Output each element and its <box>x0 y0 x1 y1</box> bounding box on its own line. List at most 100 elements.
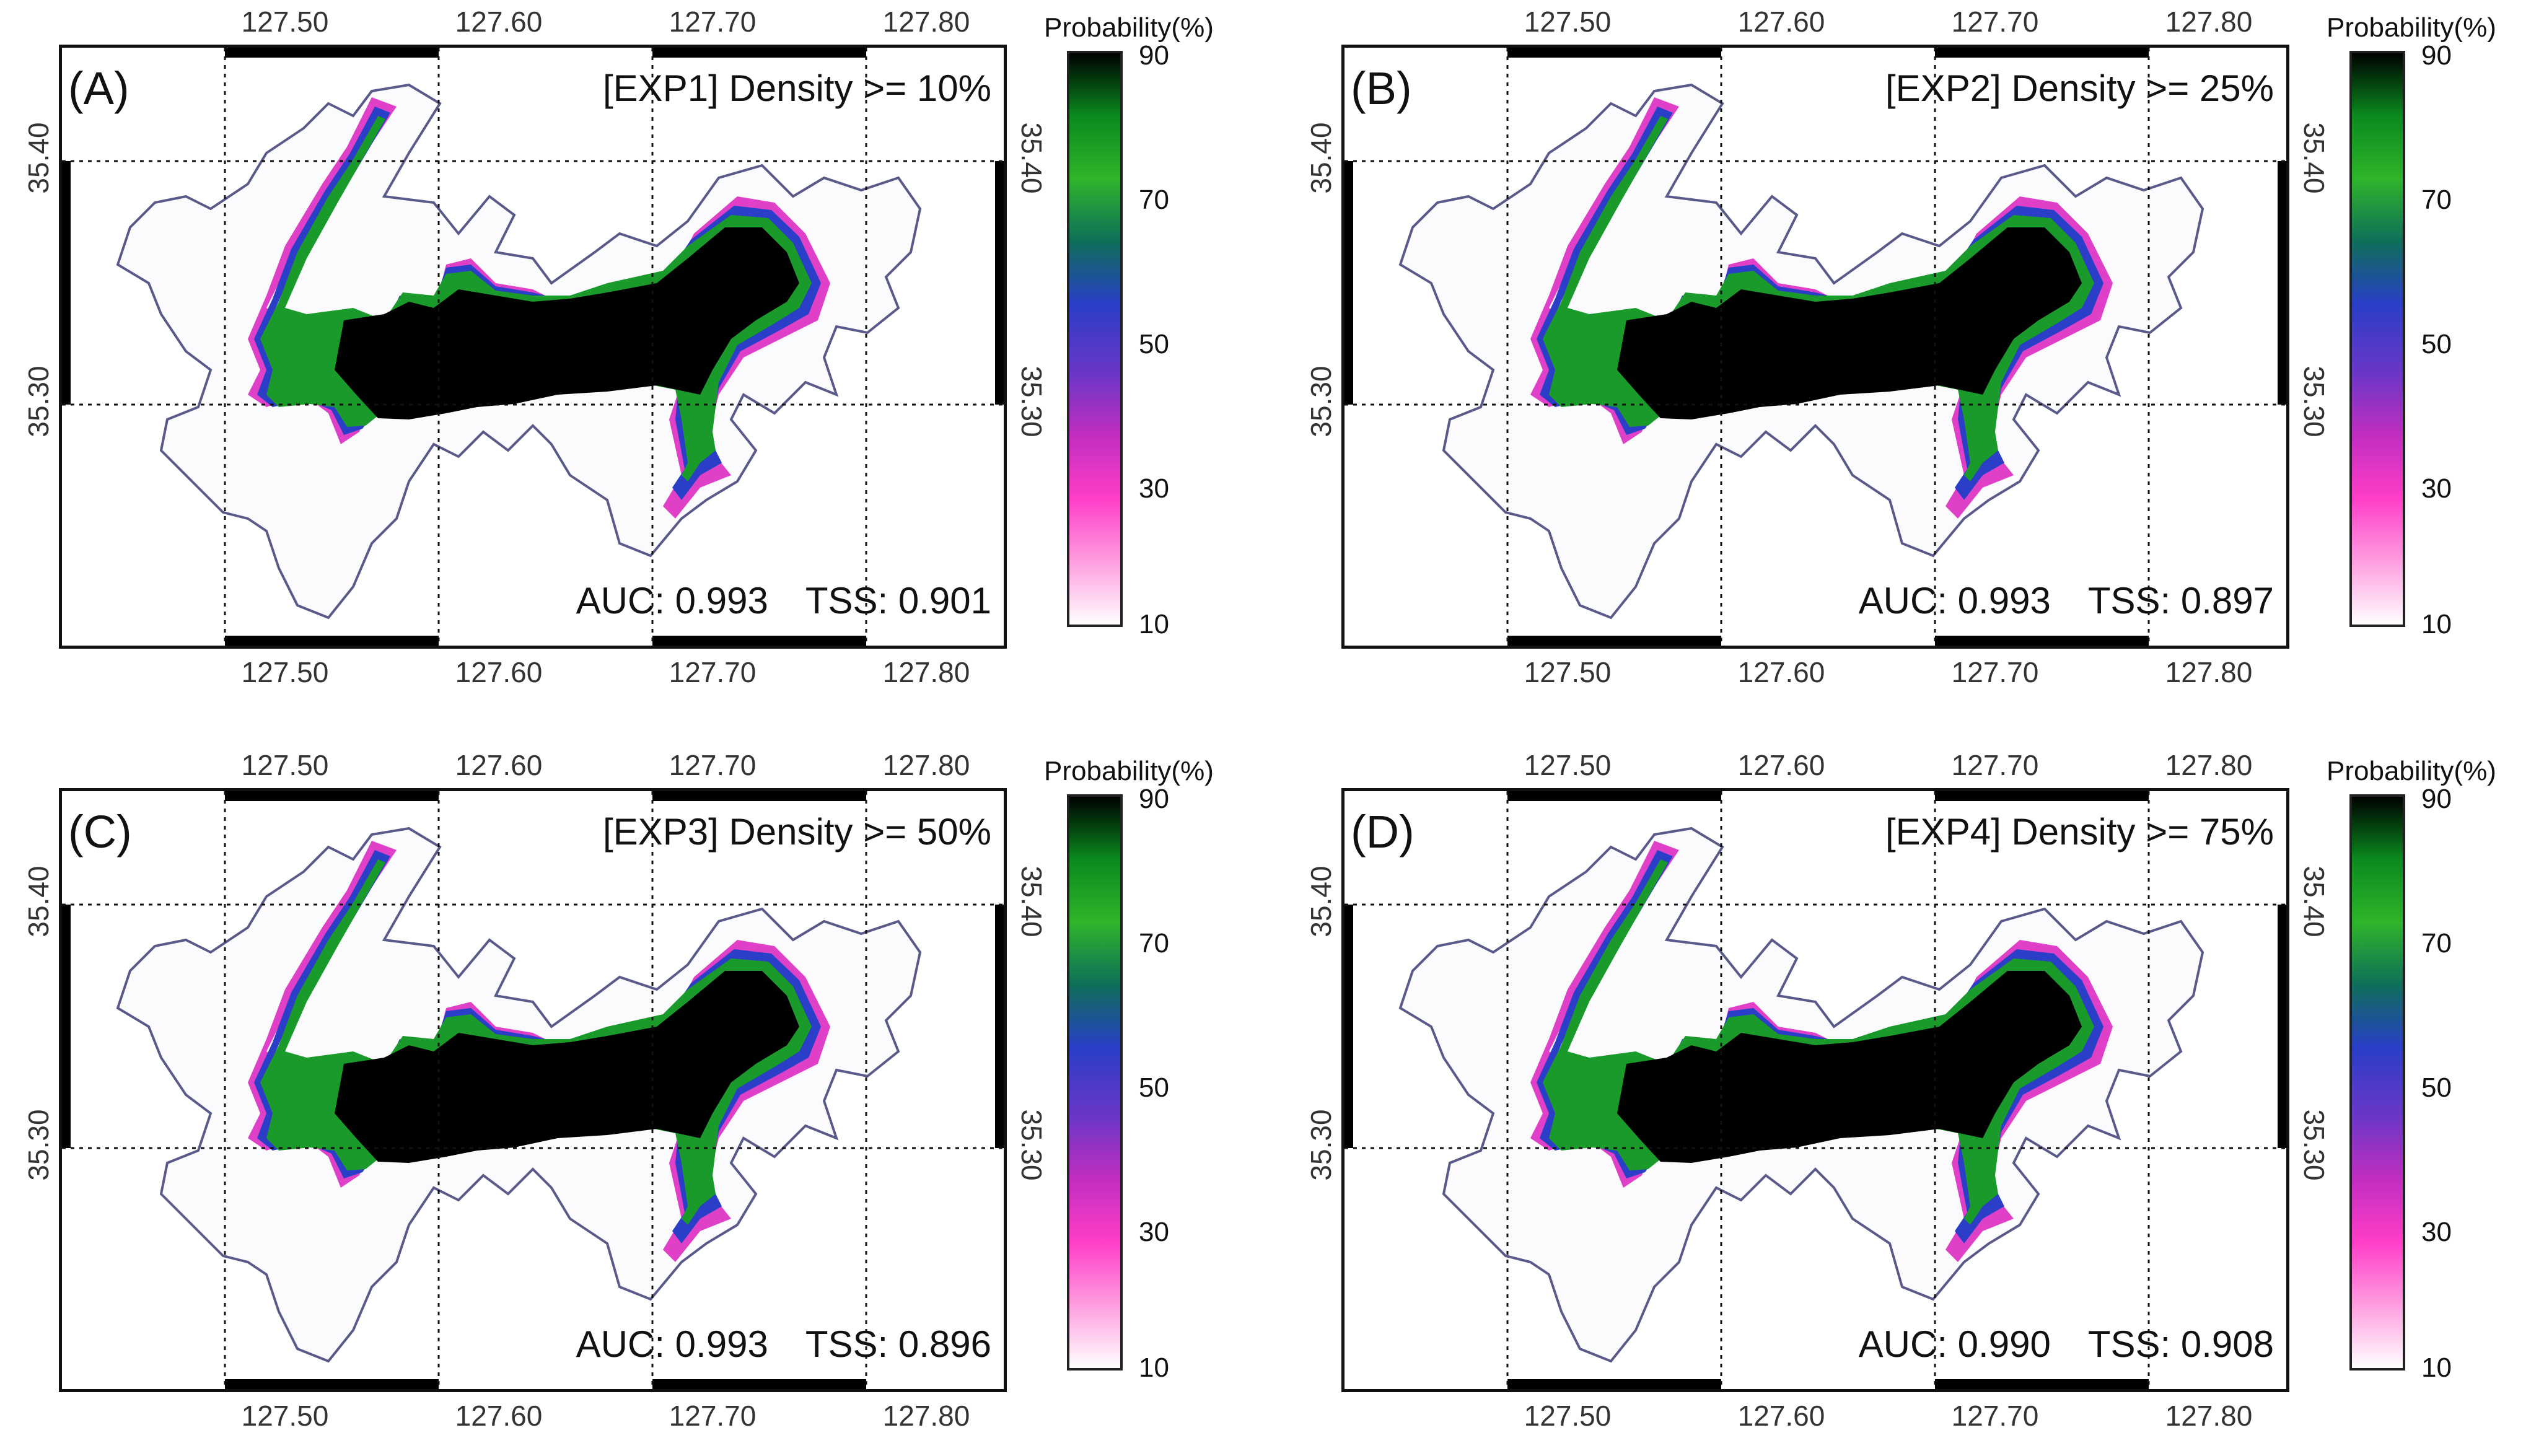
frame-bar-top <box>652 48 866 58</box>
colorbar-tick: 50 <box>1139 329 1169 359</box>
colorbar-tick: 50 <box>2421 1072 2452 1103</box>
lon-tick-bottom: 127.50 <box>241 656 329 688</box>
colorbar-tick: 70 <box>2421 185 2452 215</box>
probability-core <box>335 227 799 419</box>
lon-tick-top: 127.50 <box>241 749 329 781</box>
lon-tick-top: 127.80 <box>2165 6 2253 38</box>
frame-bar-top <box>225 48 439 58</box>
lon-tick-bottom: 127.70 <box>669 1400 757 1432</box>
lon-tick-bottom: 127.80 <box>2165 656 2253 688</box>
colorbar-tick: 10 <box>1139 1353 1169 1383</box>
lon-tick-top: 127.70 <box>1951 749 2039 781</box>
lon-tick-bottom: 127.60 <box>1737 1400 1825 1432</box>
panel-label: (B) <box>1351 63 1412 114</box>
lon-tick-top: 127.80 <box>2165 749 2253 781</box>
frame-bar-bottom <box>1507 636 1721 646</box>
frame-bar-left <box>1344 161 1353 405</box>
lon-tick-bottom: 127.60 <box>455 656 543 688</box>
tss-value: TSS: 0.897 <box>2087 580 2274 621</box>
lon-tick-bottom: 127.80 <box>2165 1400 2253 1432</box>
tss-value: TSS: 0.896 <box>805 1323 991 1365</box>
frame-bar-left <box>62 161 71 405</box>
lon-tick-top: 127.50 <box>1524 6 1612 38</box>
lat-tick-left: 35.40 <box>1305 866 1337 937</box>
map-panel-a: 127.50 127.60 127.70 127.80 127.50 127.6… <box>0 0 1264 713</box>
lat-tick-right: 35.40 <box>1015 866 1048 937</box>
lat-tick-left: 35.30 <box>1305 1109 1337 1181</box>
colorbar-title: Probability(%) <box>2327 756 2496 786</box>
lon-tick-bottom: 127.50 <box>241 1400 329 1432</box>
graticule <box>62 791 1004 1389</box>
map-frame <box>1341 788 2289 1392</box>
lat-tick-right: 35.40 <box>2298 122 2330 194</box>
lon-tick-bottom: 127.70 <box>1951 1400 2039 1432</box>
lon-tick-bottom: 127.60 <box>455 1400 543 1432</box>
frame-bar-top <box>1935 791 2149 801</box>
frame-bar-bottom <box>225 636 439 646</box>
lat-tick-right: 35.30 <box>1015 1109 1048 1181</box>
map-panel-c: 127.50 127.60 127.70 127.80 127.50 127.6… <box>0 743 1264 1456</box>
frame-bar-top <box>652 791 866 801</box>
lon-tick-bottom: 127.80 <box>882 1400 970 1432</box>
colorbar-tick: 70 <box>1139 928 1169 958</box>
colorbar-tick: 70 <box>2421 928 2452 958</box>
lat-tick-left: 35.40 <box>22 122 55 194</box>
lon-tick-top: 127.50 <box>241 6 329 38</box>
probability-map <box>1344 48 2286 646</box>
lat-tick-right: 35.30 <box>2298 1109 2330 1181</box>
lat-tick-left: 35.30 <box>22 366 55 437</box>
colorbar-tick: 30 <box>2421 1217 2452 1247</box>
colorbar-tick: 30 <box>1139 473 1169 504</box>
graticule <box>62 48 1004 646</box>
experiment-label: [EXP3] Density >= 50% <box>602 811 991 853</box>
graticule <box>1344 791 2286 1389</box>
map-frame <box>59 788 1007 1392</box>
auc-value: AUC: 0.993 <box>576 580 768 621</box>
lon-tick-bottom: 127.50 <box>1524 656 1612 688</box>
lon-tick-top: 127.60 <box>1737 749 1825 781</box>
frame-bar-bottom <box>1507 1379 1721 1389</box>
probability-core <box>335 971 799 1163</box>
lon-tick-bottom: 127.50 <box>1524 1400 1612 1432</box>
lon-tick-top: 127.60 <box>1737 6 1825 38</box>
metrics-row: AUC: 0.993 TSS: 0.896 <box>576 1323 991 1366</box>
metrics-row: AUC: 0.993 TSS: 0.897 <box>1859 579 2274 622</box>
probability-map <box>1344 791 2286 1389</box>
map-frame <box>59 45 1007 649</box>
colorbar-tick: 30 <box>2421 473 2452 504</box>
map-panel-d: 127.50 127.60 127.70 127.80 127.50 127.6… <box>1283 743 2531 1456</box>
colorbar <box>2349 51 2405 627</box>
frame-bar-bottom <box>652 1379 866 1389</box>
auc-value: AUC: 0.993 <box>576 1323 768 1365</box>
lon-tick-top: 127.70 <box>669 6 757 38</box>
frame-bar-right <box>995 161 1004 405</box>
lon-tick-top: 127.80 <box>882 749 970 781</box>
frame-bar-top <box>225 791 439 801</box>
lon-tick-bottom: 127.70 <box>1951 656 2039 688</box>
colorbar-tick: 90 <box>1139 40 1169 71</box>
experiment-label: [EXP1] Density >= 10% <box>602 68 991 109</box>
colorbar-tick: 50 <box>2421 329 2452 359</box>
probability-core <box>1617 227 2082 419</box>
colorbar-tick: 10 <box>2421 609 2452 639</box>
lat-tick-left: 35.40 <box>1305 122 1337 194</box>
colorbar-tick: 30 <box>1139 1217 1169 1247</box>
colorbar-tick: 90 <box>1139 784 1169 814</box>
auc-value: AUC: 0.993 <box>1858 580 2051 621</box>
lon-tick-top: 127.70 <box>1951 6 2039 38</box>
tss-value: TSS: 0.908 <box>2087 1323 2274 1365</box>
auc-value: AUC: 0.990 <box>1858 1323 2051 1365</box>
frame-bar-top <box>1507 791 1721 801</box>
lat-tick-left: 35.30 <box>1305 366 1337 437</box>
frame-bar-left <box>62 905 71 1148</box>
frame-bar-bottom <box>652 636 866 646</box>
colorbar <box>2349 794 2405 1370</box>
frame-bar-right <box>2278 161 2286 405</box>
probability-map <box>62 48 1004 646</box>
map-panel-b: 127.50 127.60 127.70 127.80 127.50 127.6… <box>1283 0 2531 713</box>
frame-bar-bottom <box>1935 636 2149 646</box>
lat-tick-right: 35.40 <box>2298 866 2330 937</box>
colorbar-tick: 70 <box>1139 185 1169 215</box>
colorbar-tick: 10 <box>2421 1353 2452 1383</box>
colorbar-title: Probability(%) <box>1044 12 1214 43</box>
